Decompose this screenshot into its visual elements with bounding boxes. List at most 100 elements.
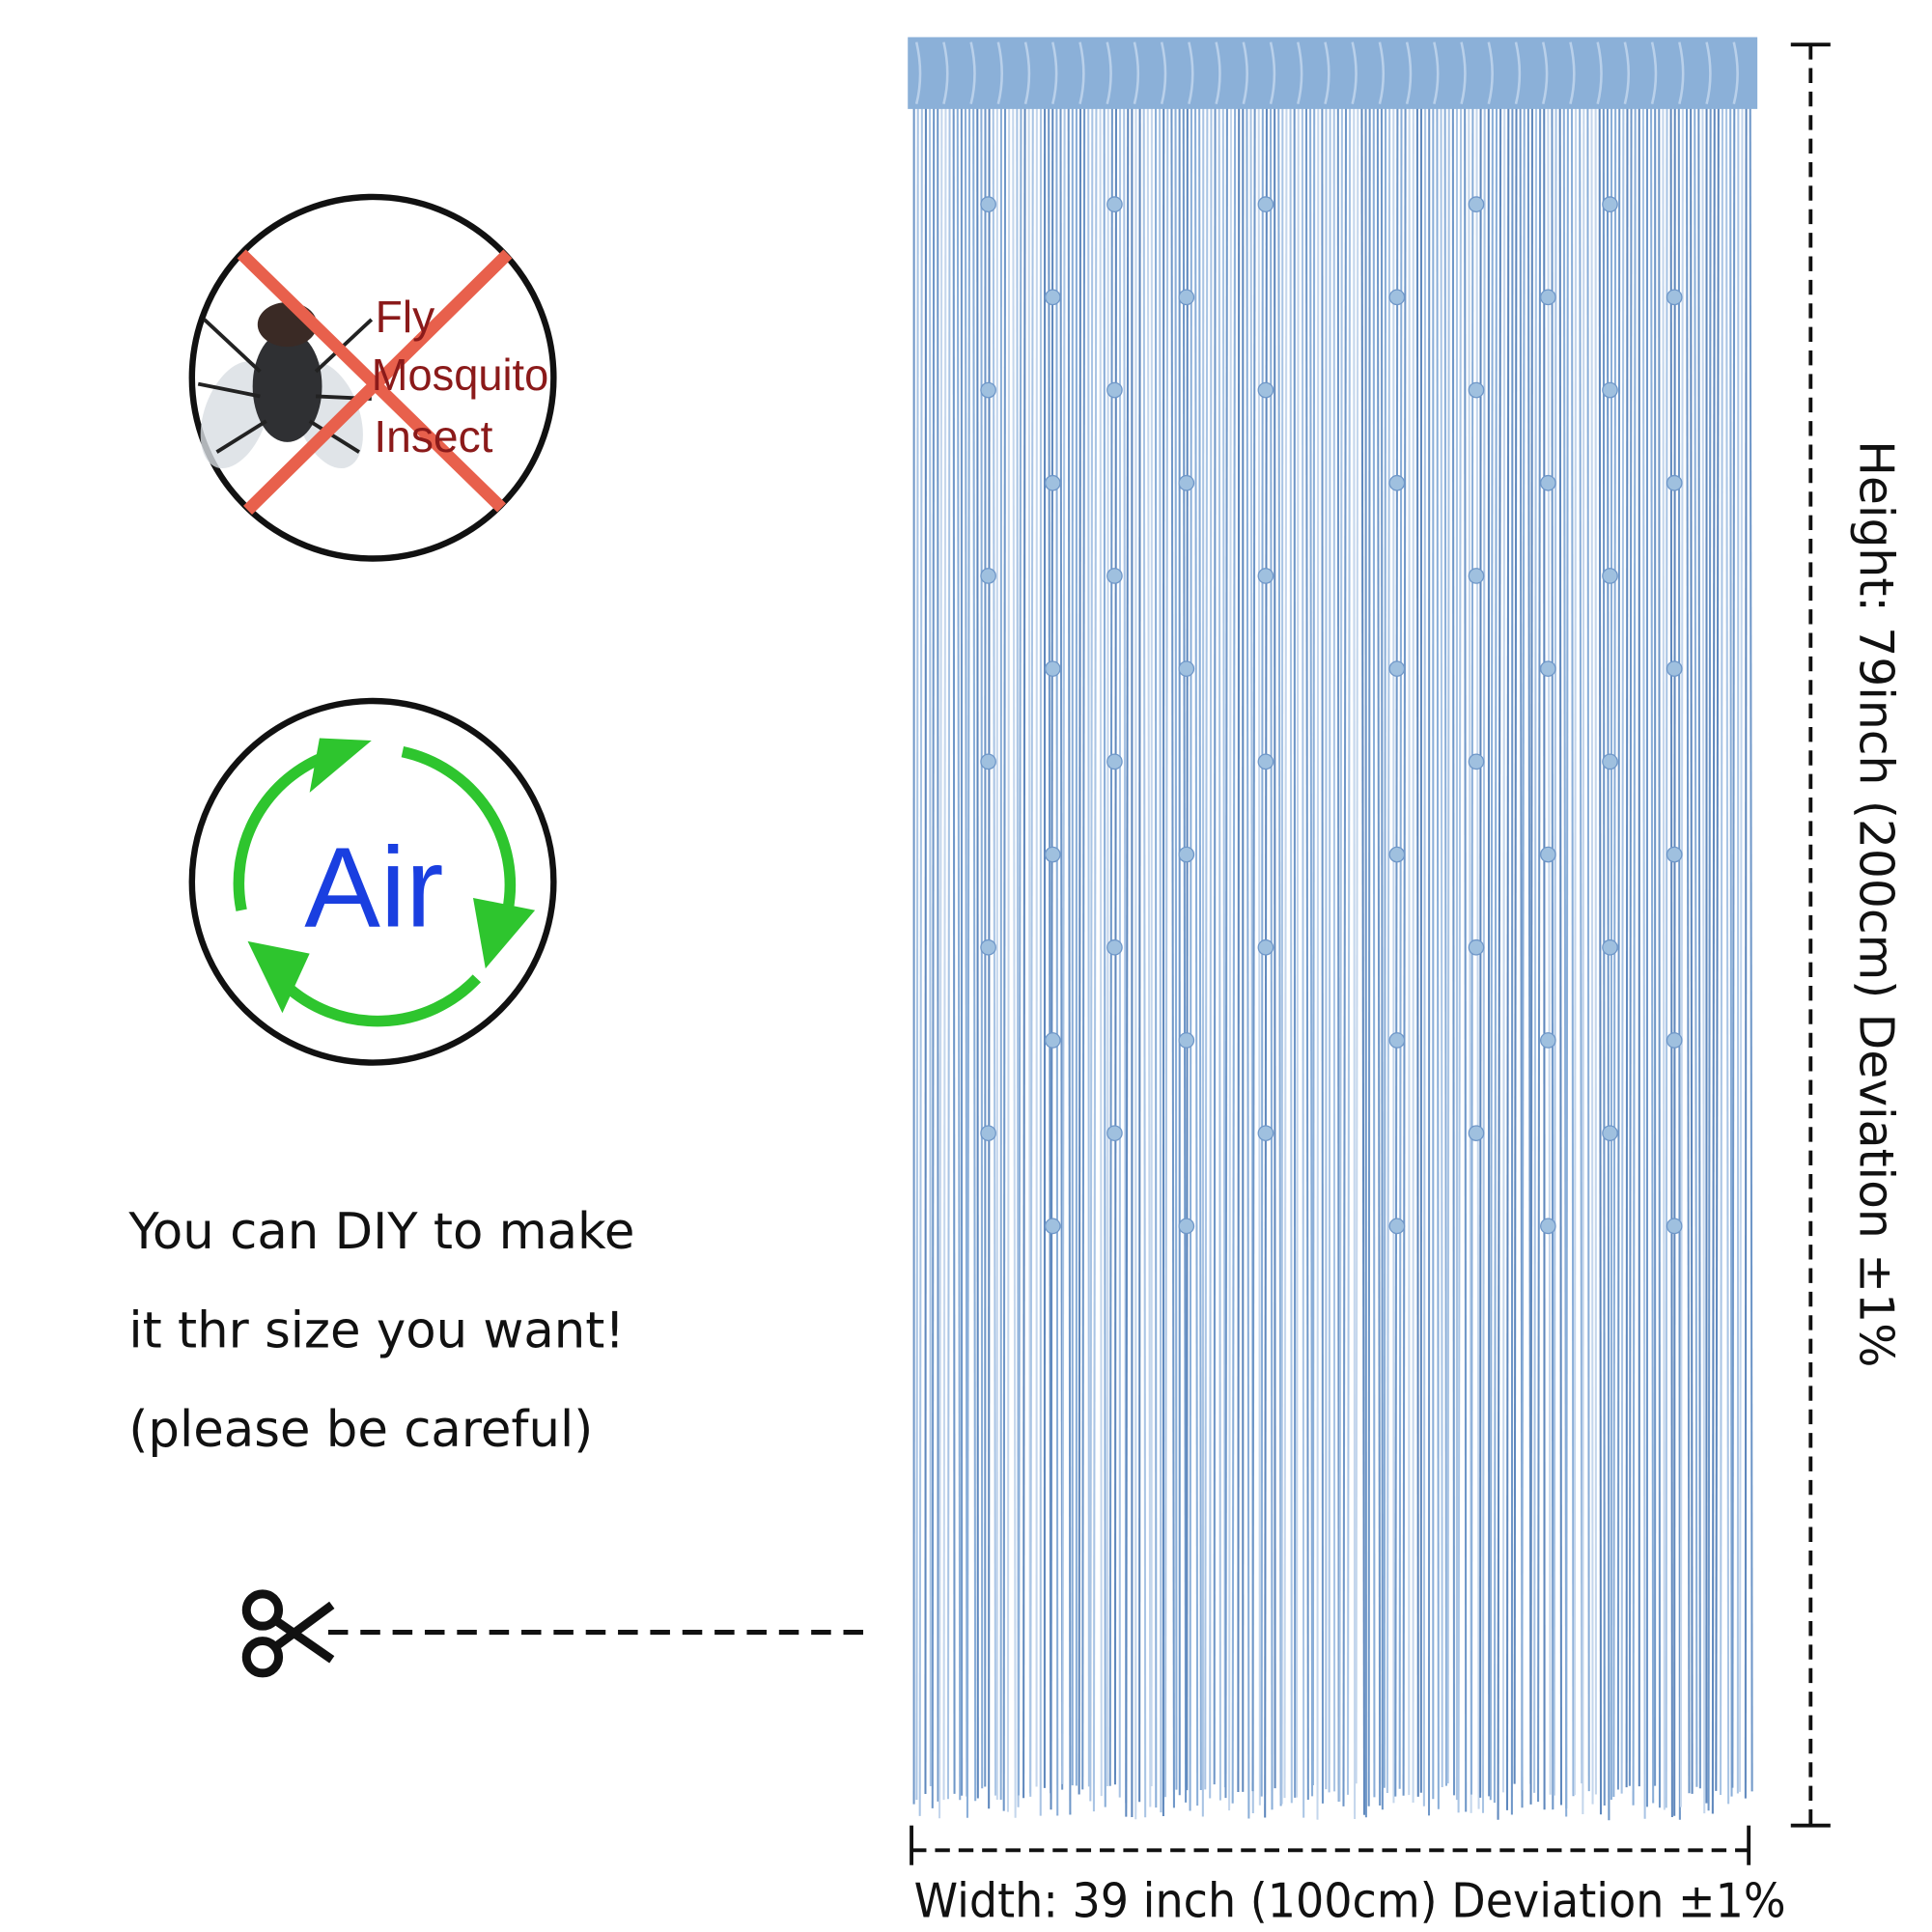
- curtain-bead: [1388, 846, 1406, 863]
- curtain-strand: [1719, 106, 1723, 1796]
- curtain-bead: [1540, 474, 1556, 491]
- curtain: [908, 37, 1758, 1821]
- curtain-strand: [1505, 106, 1510, 1810]
- curtain-strand: [929, 106, 932, 1787]
- curtain-strand: [1089, 106, 1094, 1802]
- curtain-strand: [1547, 106, 1552, 1795]
- curtain-strand: [1283, 106, 1288, 1799]
- pest-label: Mosquito: [372, 350, 548, 400]
- curtain-bead: [980, 196, 996, 212]
- curtain-bead: [980, 753, 996, 770]
- curtain-strand: [1311, 106, 1316, 1786]
- curtain-strand: [1237, 106, 1241, 1792]
- curtain-bead: [1044, 289, 1061, 306]
- rod-fold: [1215, 42, 1221, 105]
- curtain-strand: [1061, 106, 1066, 1784]
- air-badge: Air: [188, 697, 557, 1066]
- curtain-strand: [1257, 106, 1261, 1806]
- curtain-strand: [1489, 106, 1494, 1801]
- curtain-strand: [1513, 106, 1518, 1784]
- curtain-strand: [1481, 106, 1486, 1813]
- rod-fold: [1596, 42, 1603, 105]
- cycle-arrows: [233, 745, 517, 1027]
- curtain-bead: [1044, 846, 1061, 863]
- curtain-strand: [1213, 106, 1217, 1785]
- curtain-bead: [1257, 381, 1274, 399]
- curtain-bead: [1257, 938, 1274, 956]
- height-dimension: [1790, 42, 1831, 1828]
- curtain-strand: [1218, 106, 1221, 1801]
- rod-fold: [1460, 42, 1467, 105]
- curtain-strand: [1125, 106, 1130, 1817]
- curtain-strand: [1537, 106, 1542, 1803]
- curtain-strand: [1497, 106, 1502, 1820]
- curtain-strand: [1558, 106, 1563, 1806]
- curtain-strand: [1251, 106, 1256, 1792]
- curtain-strand: [1679, 106, 1684, 1807]
- curtain-strand: [1738, 106, 1744, 1792]
- curtain-strand: [1602, 106, 1606, 1806]
- curtain-strand: [1338, 106, 1343, 1802]
- curtain-strand: [1022, 106, 1026, 1799]
- curtain-strand: [1673, 106, 1676, 1816]
- curtain-strand: [1697, 106, 1701, 1789]
- curtain-bead: [980, 381, 996, 399]
- rod-fold: [1705, 42, 1712, 105]
- curtain-strand: [1565, 106, 1569, 1809]
- curtain-strand: [1198, 106, 1202, 1790]
- curtain-strand: [1017, 106, 1022, 1796]
- curtain-strand: [1669, 106, 1673, 1817]
- curtain-bead: [980, 938, 996, 956]
- note-line: it thr size you want!: [128, 1302, 625, 1360]
- curtain-bead: [1388, 474, 1406, 491]
- curtain-bead: [1106, 381, 1123, 399]
- air-label: Air: [304, 824, 443, 951]
- curtain-strand: [1353, 106, 1357, 1820]
- curtain-bead: [1540, 660, 1556, 677]
- curtain-strand: [1186, 106, 1189, 1791]
- curtain-strand: [946, 106, 951, 1800]
- curtain-strand: [1103, 106, 1106, 1807]
- curtain-strand: [1289, 106, 1293, 1804]
- curtain-strand: [1067, 106, 1072, 1815]
- curtain-strand: [1159, 106, 1162, 1813]
- curtain-strand: [1309, 106, 1314, 1797]
- rod-fold: [1106, 42, 1112, 105]
- curtain-strand: [1372, 106, 1376, 1798]
- curtain-strand: [1081, 106, 1086, 1790]
- curtain-strand: [1715, 106, 1720, 1791]
- curtain-strand: [1394, 106, 1399, 1797]
- curtain-strand: [1321, 106, 1325, 1804]
- curtain-strand: [942, 106, 947, 1801]
- curtain-strand: [1002, 106, 1007, 1811]
- curtain-strand: [938, 106, 943, 1819]
- curtain-bead: [1178, 289, 1195, 306]
- rod-fold: [1324, 42, 1330, 105]
- curtain-bead: [980, 1125, 996, 1142]
- curtain-bead: [1540, 1218, 1556, 1235]
- curtain-strand: [1451, 106, 1456, 1796]
- curtain-strand: [1174, 106, 1178, 1790]
- curtain-strand: [1277, 106, 1282, 1806]
- curtain-strand: [1620, 106, 1625, 1794]
- curtain-strand: [1301, 106, 1305, 1818]
- curtain-strand: [1078, 106, 1082, 1795]
- curtain-strand: [1092, 106, 1098, 1812]
- curtain-strand: [1316, 106, 1320, 1820]
- curtain-strand: [1521, 106, 1526, 1791]
- curtain-strand: [1055, 106, 1059, 1816]
- curtain-bead: [1602, 938, 1618, 956]
- curtain-strand: [976, 106, 979, 1799]
- curtain-strand: [1415, 106, 1419, 1797]
- curtain-bead: [1106, 938, 1123, 956]
- curtain-bead: [1106, 196, 1123, 212]
- curtain-strand: [1744, 106, 1748, 1799]
- curtain-strand: [1632, 106, 1637, 1806]
- rod-fold: [1023, 42, 1031, 105]
- curtain-strand: [1221, 106, 1226, 1788]
- rod-fold: [969, 42, 976, 105]
- cross-stroke: [243, 249, 513, 516]
- rod-fold: [1405, 42, 1413, 105]
- rod-fold: [1487, 42, 1494, 105]
- curtain-strand: [1295, 106, 1300, 1798]
